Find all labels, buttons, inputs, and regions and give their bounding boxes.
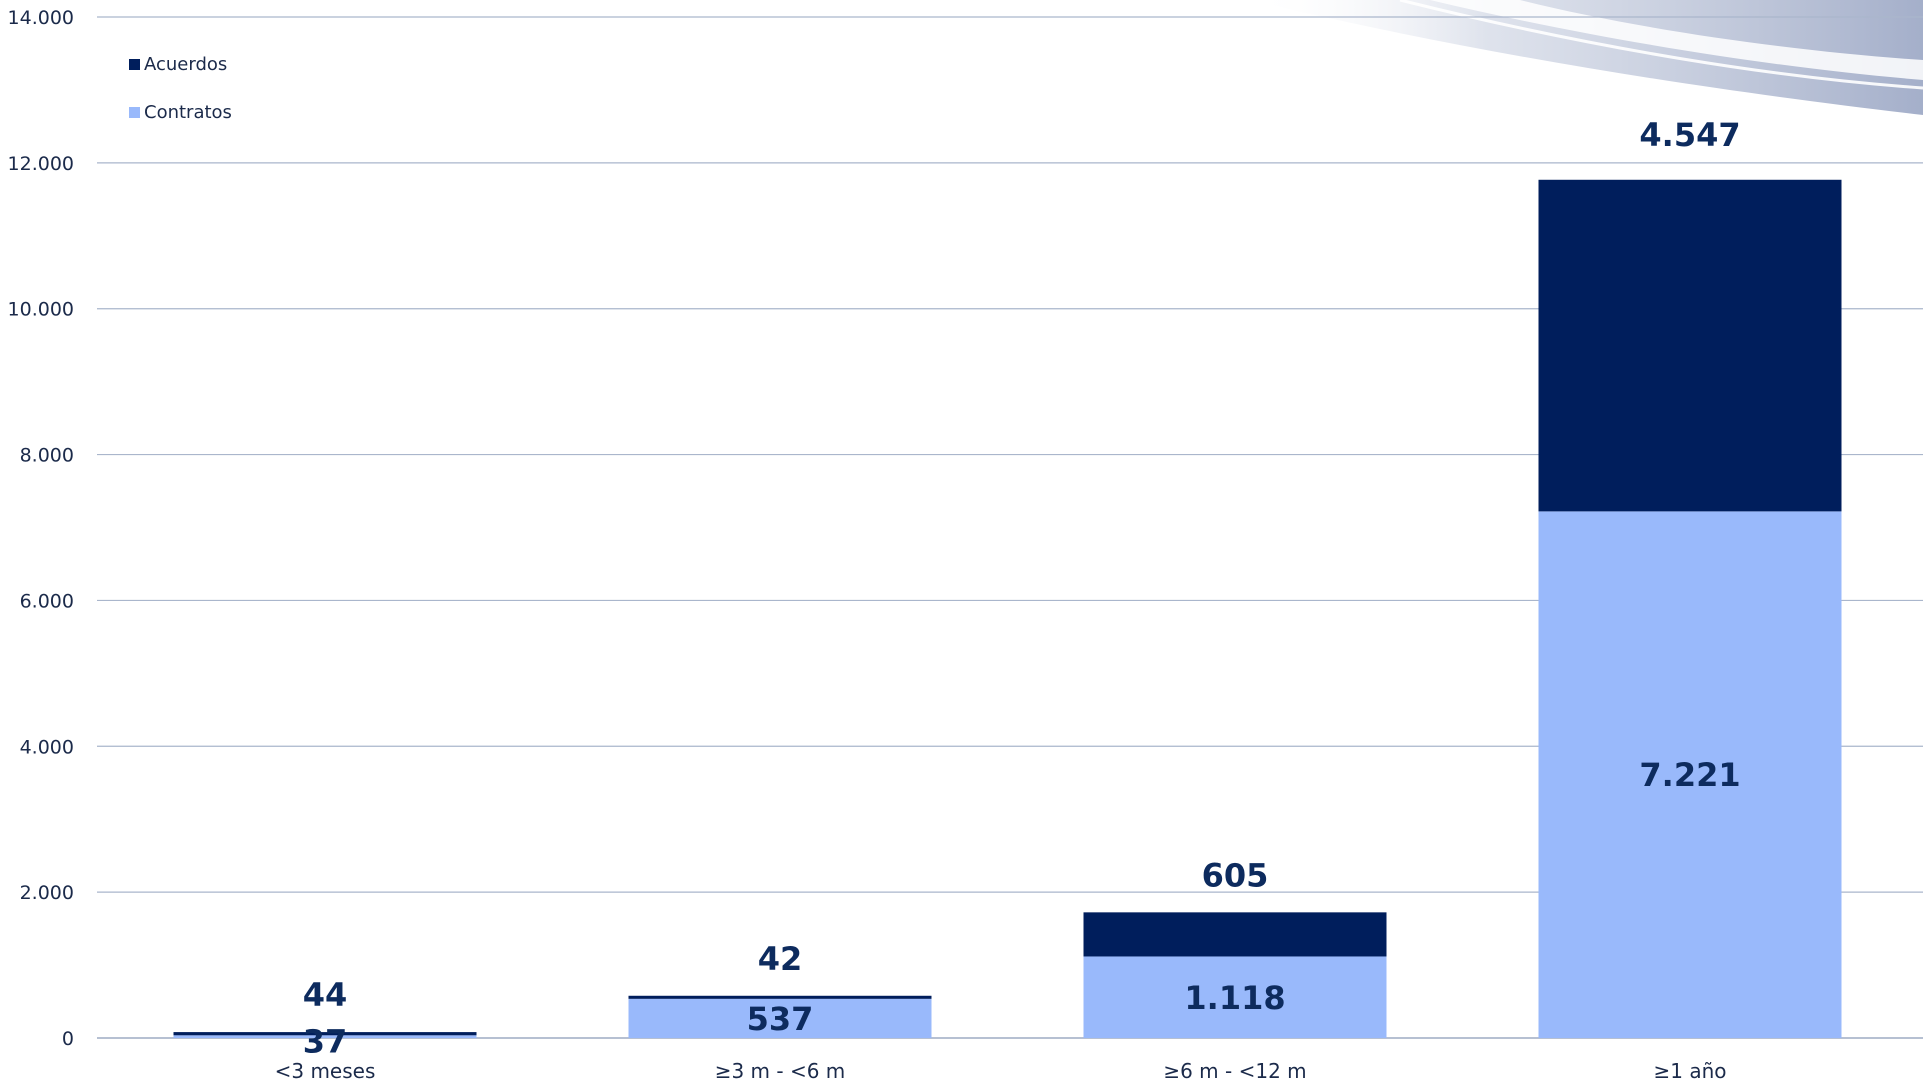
data-label-acuerdos: 4.547	[1639, 116, 1740, 154]
bar-contratos-1	[628, 998, 932, 1038]
decorative-swoosh	[1250, 0, 1923, 115]
data-labels: 37 44 537 42 1.118 605 7.221 4.547	[303, 116, 1741, 1061]
legend: Acuerdos Contratos	[129, 54, 232, 123]
legend-label-acuerdos: Acuerdos	[144, 54, 227, 75]
bar-acuerdos-2	[1083, 912, 1387, 957]
legend-swatch-acuerdos	[129, 59, 140, 70]
data-label-acuerdos: 42	[758, 940, 803, 978]
data-label-acuerdos: 44	[303, 976, 348, 1014]
y-tick-label: 0	[62, 1028, 74, 1050]
x-category-label: ≥1 año	[1653, 1059, 1726, 1083]
x-category-label: ≥6 m - <12 m	[1163, 1059, 1306, 1083]
bar-contratos-0	[173, 1035, 477, 1038]
y-tick-label: 10.000	[8, 299, 74, 321]
bar-contratos-3	[1538, 511, 1842, 1038]
data-label-contratos: 7.221	[1639, 756, 1740, 794]
y-tick-label: 8.000	[20, 445, 74, 467]
bar-acuerdos-3	[1538, 179, 1842, 512]
data-label-contratos: 537	[747, 1000, 814, 1038]
y-tick-label: 6.000	[20, 590, 74, 612]
legend-label-contratos: Contratos	[144, 102, 232, 123]
bars	[173, 179, 1842, 1038]
data-label-acuerdos: 605	[1202, 856, 1269, 894]
y-tick-label: 14.000	[8, 7, 74, 29]
x-category-label: <3 meses	[275, 1059, 376, 1083]
y-tick-label: 2.000	[20, 882, 74, 904]
bar-acuerdos-0	[173, 1032, 477, 1036]
bar-acuerdos-1	[628, 995, 932, 999]
y-tick-label: 4.000	[20, 736, 74, 758]
x-category-label: ≥3 m - <6 m	[715, 1059, 846, 1083]
data-label-contratos: 37	[303, 1022, 348, 1060]
y-axis-tick-labels: 0 2.000 4.000 6.000 8.000 10.000 12.000 14.000	[8, 7, 74, 1050]
x-axis-category-labels: <3 meses ≥3 m - <6 m ≥6 m - <12 m ≥1 año	[275, 1059, 1727, 1083]
legend-swatch-contratos	[129, 107, 140, 118]
data-label-contratos: 1.118	[1184, 979, 1285, 1017]
y-tick-label: 12.000	[8, 153, 74, 175]
bar-contratos-2	[1083, 956, 1387, 1038]
